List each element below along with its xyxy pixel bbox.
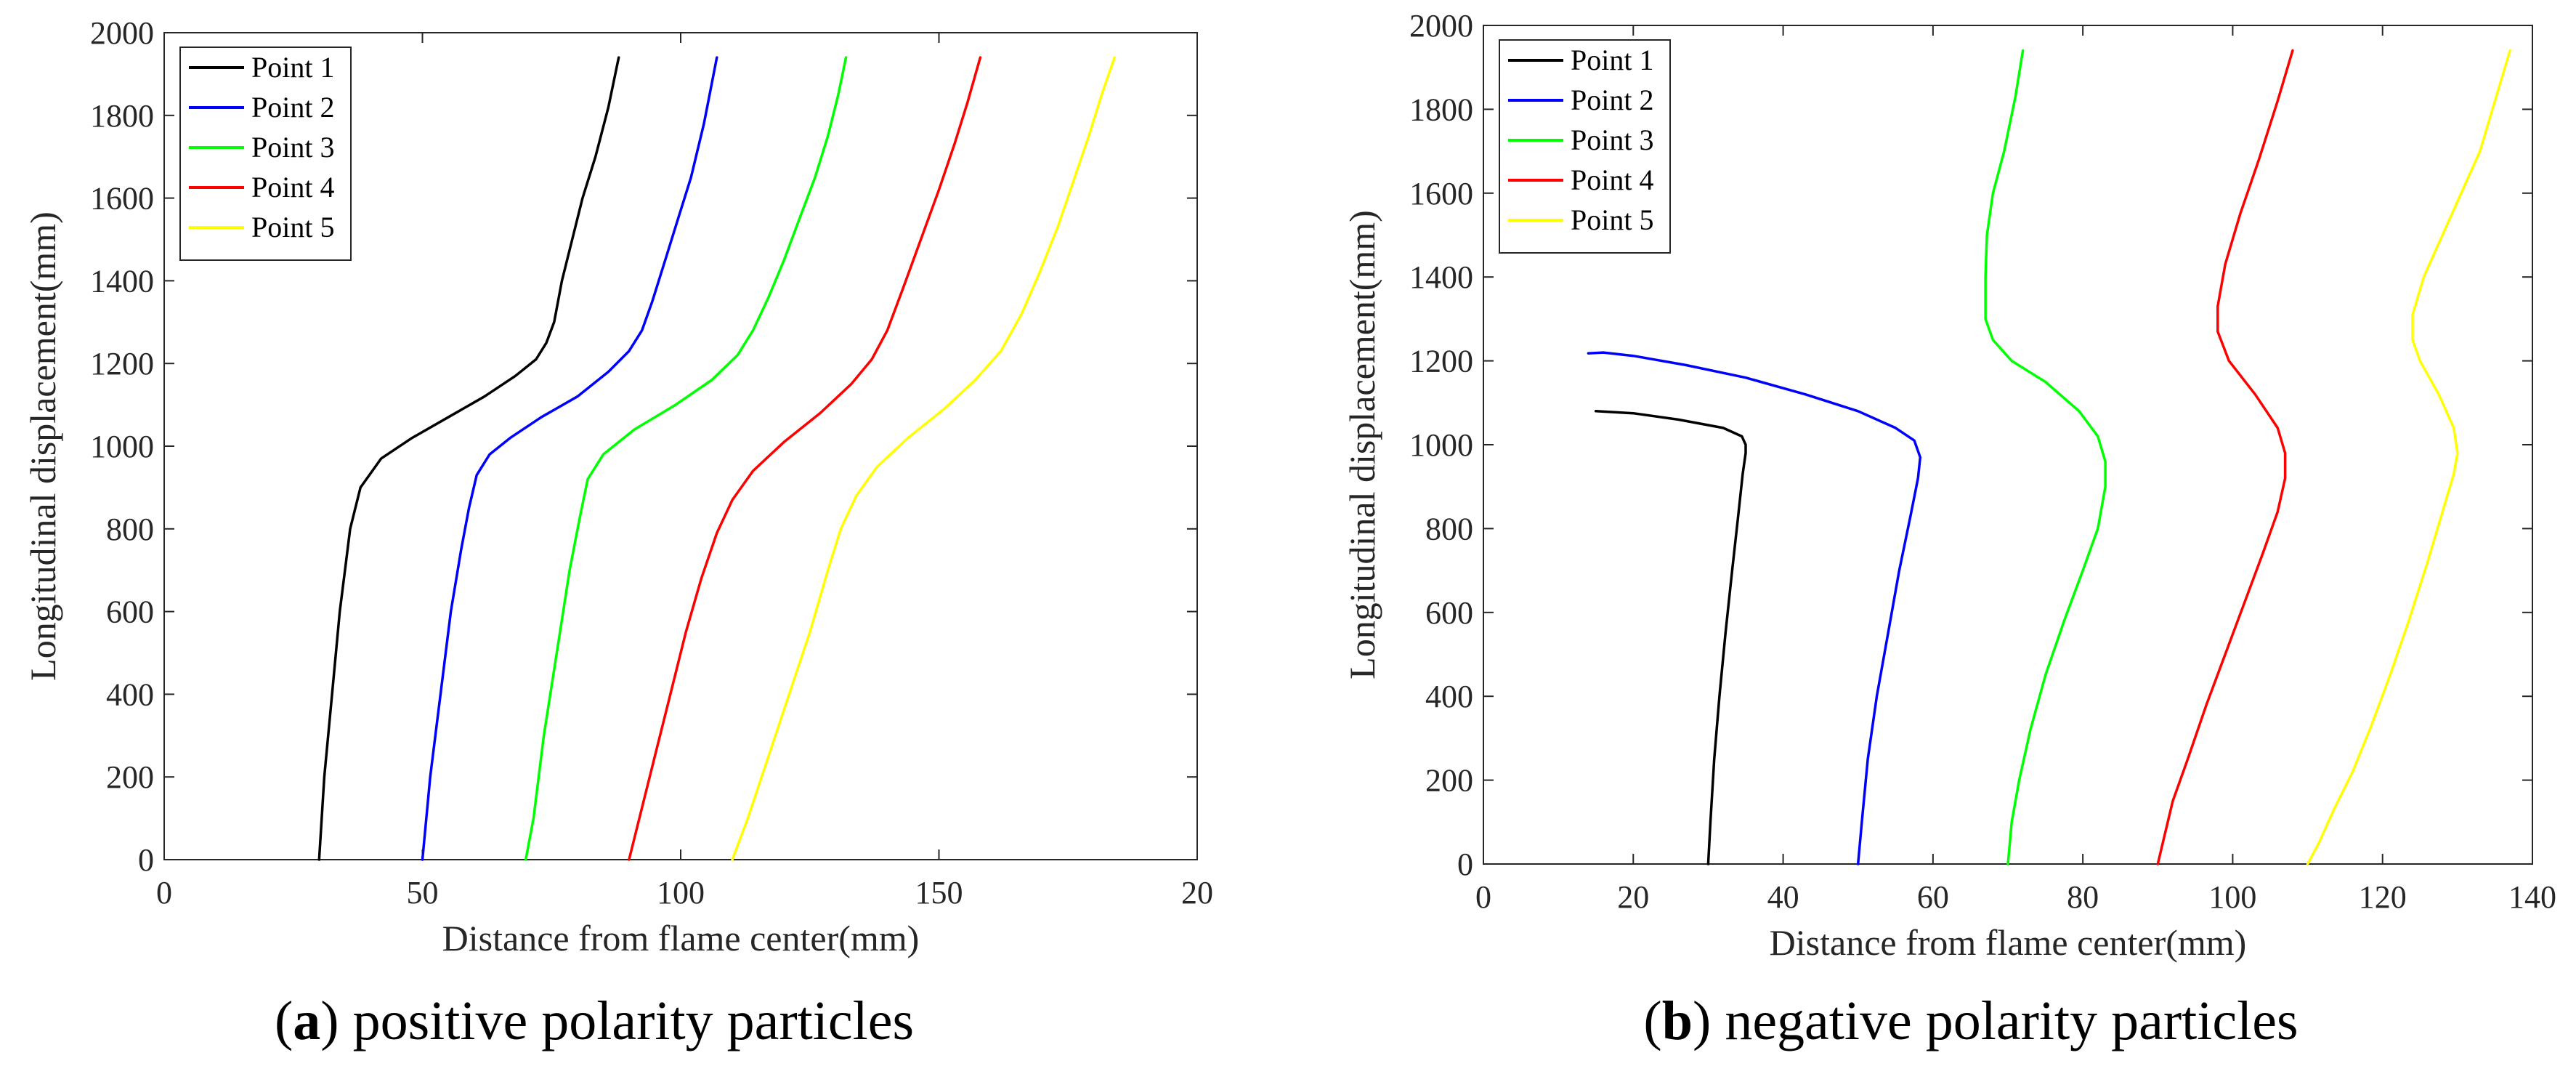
y-tick-label-b: 1200 — [1409, 344, 1473, 379]
y-tick-label-a: 1400 — [90, 263, 154, 299]
x-axis-label-a: Distance from flame center(mm) — [442, 918, 920, 958]
legend-label-b-2: Point 2 — [1571, 84, 1653, 116]
y-tick-label-a: 200 — [106, 759, 154, 795]
series-line-b-4 — [2156, 49, 2294, 865]
caption-a-letter: a — [293, 990, 320, 1051]
x-axis-label-b: Distance from flame center(mm) — [1770, 922, 2247, 963]
caption-a: (a) positive polarity particles — [275, 990, 914, 1051]
series-line-a-5 — [731, 56, 1116, 861]
legend-label-a-3: Point 3 — [251, 131, 334, 163]
x-tick-label-a: 50 — [407, 875, 439, 911]
legend-label-b-5: Point 5 — [1571, 203, 1653, 236]
caption-b-text: ) negative polarity particles — [1693, 990, 2298, 1051]
y-tick-label-b: 600 — [1425, 595, 1473, 631]
legend-b — [1499, 39, 1671, 254]
x-tick-label-b: 80 — [2067, 879, 2099, 915]
y-axis-label-b: Longitudinal displacement(mm) — [1342, 210, 1382, 679]
y-tick-label-b: 1400 — [1409, 259, 1473, 295]
y-tick-label-b: 0 — [1457, 847, 1473, 882]
y-tick-label-a: 1000 — [90, 429, 154, 464]
legend-label-b-3: Point 3 — [1571, 124, 1653, 156]
y-tick-label-a: 800 — [106, 512, 154, 547]
x-tick-label-b: 0 — [1475, 879, 1491, 915]
x-tick-label-b: 60 — [1917, 879, 1949, 915]
y-tick-label-b: 200 — [1425, 763, 1473, 799]
legend-label-a-1: Point 1 — [251, 51, 334, 84]
x-tick-label-a: 0 — [156, 875, 172, 911]
y-tick-label-b: 1600 — [1409, 176, 1473, 211]
x-tick-label-a: 100 — [657, 875, 705, 911]
caption-a-text: ) positive polarity particles — [320, 990, 914, 1051]
y-tick-label-a: 400 — [106, 677, 154, 712]
x-tick-label-a: 150 — [915, 875, 963, 911]
legend-label-a-5: Point 5 — [251, 211, 334, 243]
chart-panel-b: 0 20 40 60 80 100 120 1400200400600800100012001… — [1342, 8, 2556, 963]
caption-b: (b) negative polarity particles — [1643, 990, 2298, 1051]
y-tick-label-a: 1800 — [90, 98, 154, 134]
y-tick-label-b: 800 — [1425, 511, 1473, 546]
caption-b-letter: b — [1662, 990, 1693, 1051]
series-line-b-3 — [1984, 49, 2107, 865]
y-tick-label-a: 1200 — [90, 346, 154, 381]
y-tick-label-b: 1800 — [1409, 92, 1473, 127]
legend-label-b-4: Point 4 — [1571, 163, 1653, 196]
series-line-a-2 — [421, 56, 718, 861]
series-line-b-5 — [2306, 49, 2511, 865]
series-line-a-4 — [628, 56, 982, 861]
y-tick-label-a: 2000 — [90, 15, 154, 51]
legend-label-a-4: Point 4 — [251, 171, 334, 203]
y-tick-label-b: 2000 — [1409, 8, 1473, 44]
legend-a — [179, 47, 352, 261]
series-line-a-1 — [317, 56, 620, 861]
x-tick-label-b: 140 — [2508, 879, 2556, 915]
y-tick-label-b: 1000 — [1409, 427, 1473, 463]
x-tick-label-b: 40 — [1767, 879, 1799, 915]
y-tick-label-a: 0 — [138, 842, 154, 878]
series-line-b-2 — [1587, 351, 1922, 865]
y-tick-label-a: 600 — [106, 594, 154, 630]
legend-label-b-1: Point 1 — [1571, 44, 1653, 76]
x-tick-label-b: 120 — [2359, 879, 2407, 915]
x-tick-label-b: 100 — [2208, 879, 2256, 915]
chart-panel-a: 0 50 100 150 2002004006008001000120014001600… — [23, 15, 1213, 958]
y-tick-label-a: 1600 — [90, 181, 154, 217]
x-tick-label-b: 20 — [1617, 879, 1649, 915]
series-line-a-3 — [524, 56, 848, 861]
y-axis-label-a: Longitudinal displacement(mm) — [23, 211, 63, 681]
series-line-b-1 — [1594, 410, 1747, 865]
legend-label-a-2: Point 2 — [251, 91, 334, 124]
x-tick-label-a: 20 — [1181, 875, 1213, 911]
y-tick-label-b: 400 — [1425, 679, 1473, 714]
